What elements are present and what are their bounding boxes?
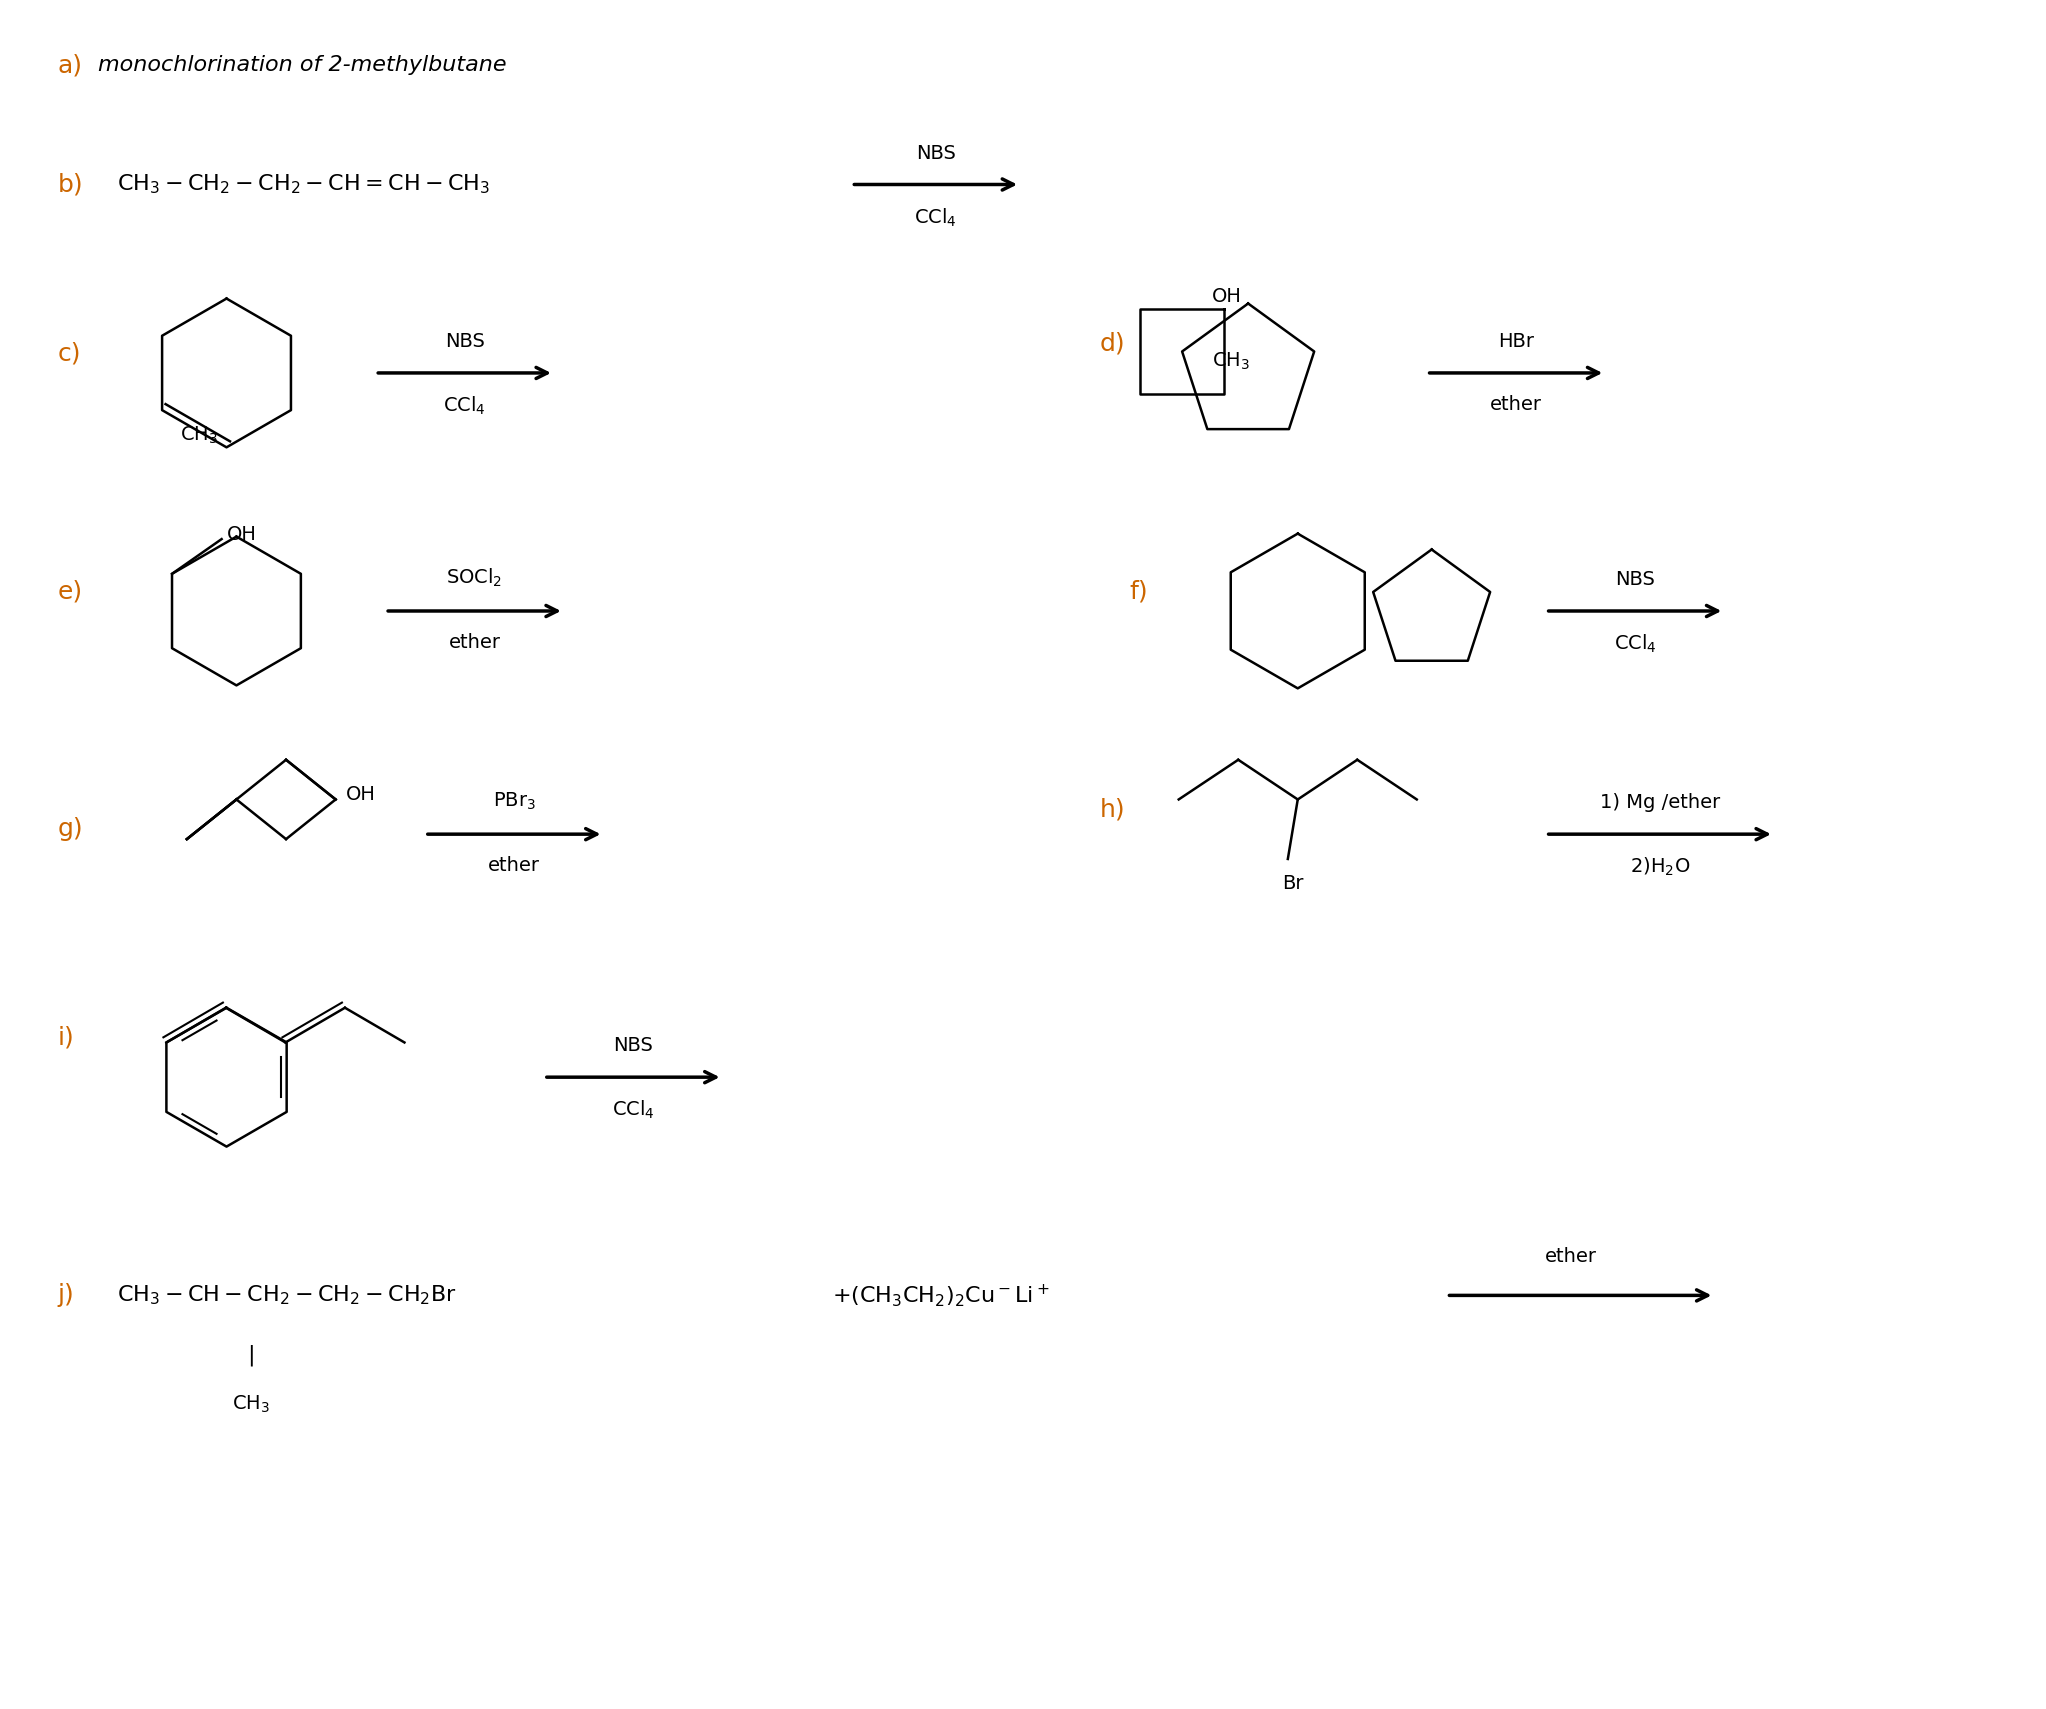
Text: ether: ether	[1545, 1246, 1596, 1266]
Text: f): f)	[1129, 579, 1148, 603]
Text: NBS: NBS	[444, 332, 485, 350]
Text: NBS: NBS	[917, 144, 955, 162]
Text: i): i)	[57, 1025, 74, 1049]
Text: OH: OH	[346, 784, 374, 803]
Text: e): e)	[57, 579, 84, 603]
Text: HBr: HBr	[1498, 332, 1534, 350]
Text: c): c)	[57, 342, 82, 366]
Text: ether: ether	[448, 632, 501, 651]
Text: $\mathregular{+ (CH_3CH_2)_2 Cu^- Li^+}$: $\mathregular{+ (CH_3CH_2)_2 Cu^- Li^+}$	[831, 1282, 1050, 1309]
Text: j): j)	[57, 1283, 74, 1307]
Text: OH: OH	[227, 525, 256, 543]
Text: g): g)	[57, 817, 84, 841]
Text: $\mathregular{CCl_4}$: $\mathregular{CCl_4}$	[1614, 632, 1657, 655]
Text: Br: Br	[1283, 873, 1303, 892]
Text: $\mathregular{CH_3}$: $\mathregular{CH_3}$	[1211, 350, 1250, 373]
Text: $\mathregular{CH_3 - CH_2 - CH_2 - CH = CH - CH_3}$: $\mathregular{CH_3 - CH_2 - CH_2 - CH = …	[117, 173, 491, 197]
Text: $\mathregular{CCl_4}$: $\mathregular{CCl_4}$	[915, 207, 958, 229]
Text: b): b)	[57, 173, 84, 197]
Text: 1) Mg /ether: 1) Mg /ether	[1600, 793, 1721, 812]
Text: $\mathregular{2) H_2O}$: $\mathregular{2) H_2O}$	[1629, 856, 1690, 878]
Text: $\mathregular{CH_3 - CH - CH_2 - CH_2 - CH_2Br}$: $\mathregular{CH_3 - CH - CH_2 - CH_2 - …	[117, 1283, 456, 1307]
Text: d): d)	[1099, 332, 1125, 355]
Text: h): h)	[1099, 798, 1125, 822]
Text: $\mathregular{CCl_4}$: $\mathregular{CCl_4}$	[612, 1099, 655, 1121]
Text: OH: OH	[1211, 287, 1242, 306]
Text: $\mathregular{PBr_3}$: $\mathregular{PBr_3}$	[493, 791, 536, 812]
Text: $\mathregular{CH_3}$: $\mathregular{CH_3}$	[233, 1395, 270, 1415]
Text: NBS: NBS	[1614, 571, 1655, 590]
Text: $\mathregular{CCl_4}$: $\mathregular{CCl_4}$	[444, 395, 485, 417]
Text: ether: ether	[1489, 395, 1543, 414]
Text: monochlorination of 2-methylbutane: monochlorination of 2-methylbutane	[98, 55, 505, 75]
Text: |: |	[248, 1345, 256, 1365]
Text: $\mathregular{CH_3}$: $\mathregular{CH_3}$	[180, 426, 219, 446]
Text: NBS: NBS	[614, 1036, 653, 1056]
Text: a): a)	[57, 53, 84, 77]
Text: $\mathregular{SOCl_2}$: $\mathregular{SOCl_2}$	[446, 567, 503, 590]
Text: ether: ether	[489, 856, 540, 875]
